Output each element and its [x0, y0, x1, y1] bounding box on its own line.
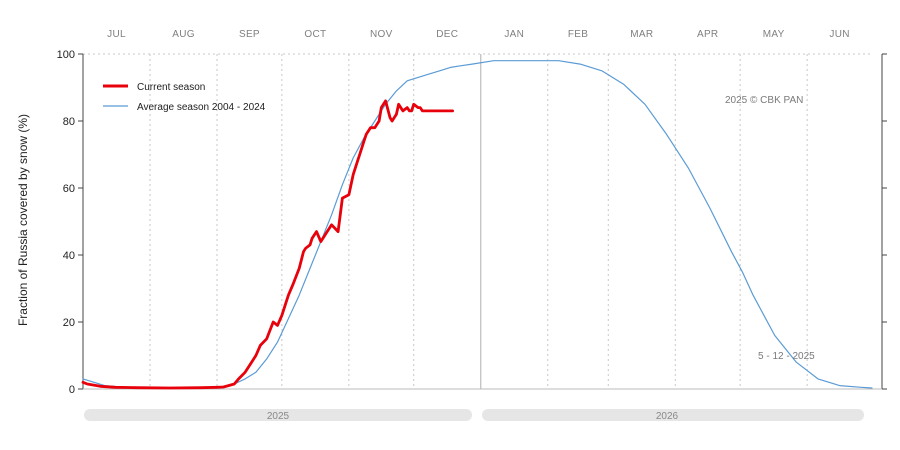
y-tick-label: 100 — [57, 49, 75, 61]
series-line-current-season — [81, 99, 454, 390]
month-label-mar: MAR — [630, 29, 653, 40]
series — [81, 60, 873, 390]
copyright-note: 2025 © CBK PAN — [725, 95, 803, 106]
month-label-apr: APR — [697, 29, 718, 40]
year-bar-2025 — [84, 409, 472, 421]
y-axis-label: Fraction of Russia covered by snow (%) — [16, 114, 30, 326]
legend-label-current: Current season — [137, 82, 205, 93]
month-label-nov: NOV — [370, 29, 393, 40]
series-line-average-season — [82, 60, 873, 389]
y-tick-label: 60 — [63, 183, 75, 195]
year-label-2026: 2026 — [656, 411, 679, 422]
month-label-feb: FEB — [568, 29, 588, 40]
y-tick-label: 0 — [69, 384, 75, 396]
year-bar-2026 — [482, 409, 864, 421]
y-tick-label: 20 — [63, 317, 75, 329]
month-label-sep: SEP — [239, 29, 260, 40]
month-label-jun: JUN — [829, 29, 849, 40]
date-note: 5 - 12 - 2025 — [758, 351, 815, 362]
y-tick-label: 40 — [63, 250, 75, 262]
month-label-jan: JAN — [504, 29, 524, 40]
y-tick-label: 80 — [63, 116, 75, 128]
axes — [78, 53, 887, 390]
month-labels: JUL AUG SEP OCT NOV DEC JAN FEB MAR APR MAY JUN — [107, 29, 849, 40]
y-tick-labels: 0 20 40 60 80 100 — [57, 49, 75, 396]
legend-label-average: Average season 2004 - 2024 — [137, 102, 266, 113]
month-label-may: MAY — [763, 29, 785, 40]
grid — [83, 53, 872, 389]
year-label-2025: 2025 — [267, 411, 290, 422]
month-label-aug: AUG — [172, 29, 195, 40]
month-label-oct: OCT — [304, 29, 326, 40]
month-label-jul: JUL — [107, 29, 126, 40]
year-bars: 2025 2026 — [84, 409, 864, 422]
month-label-dec: DEC — [436, 29, 458, 40]
legend: Current season Average season 2004 - 202… — [103, 82, 266, 113]
